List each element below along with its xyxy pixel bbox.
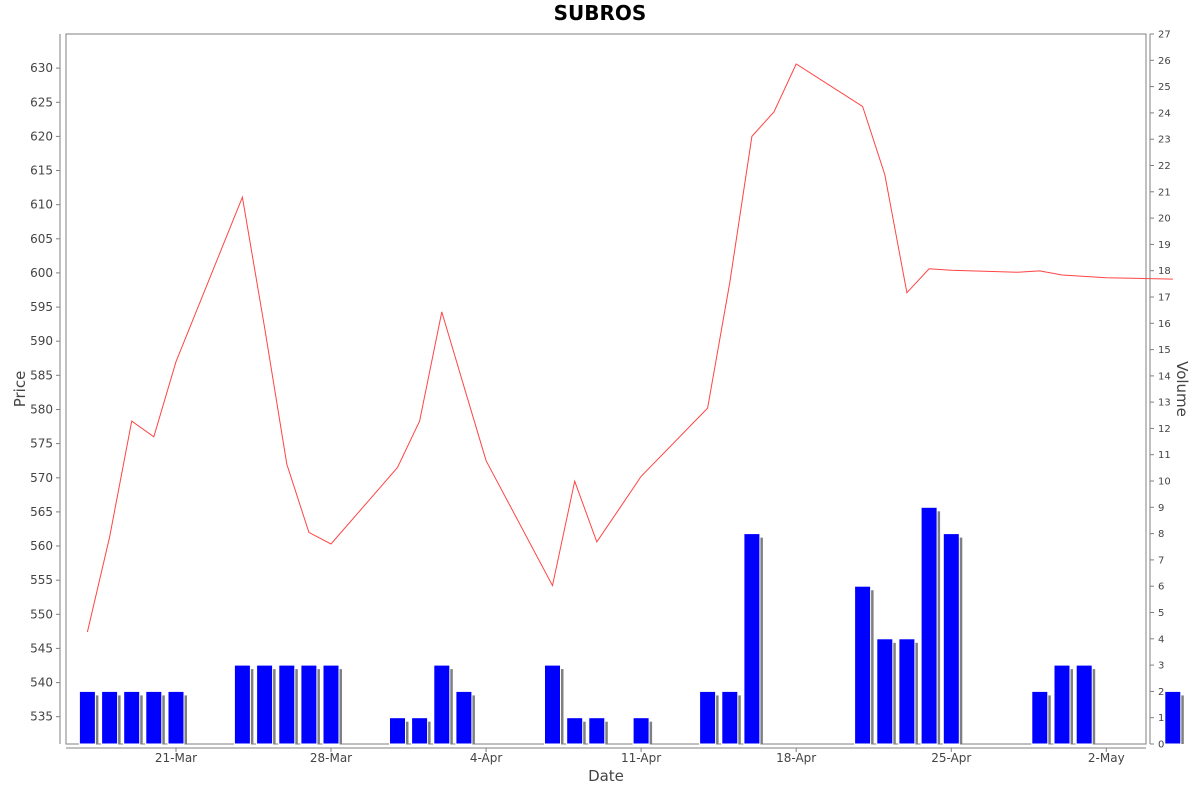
volume-bar <box>743 533 761 745</box>
price-tick-label: 585 <box>30 368 53 382</box>
volume-tick-label: 20 <box>1158 214 1171 225</box>
price-tick-label: 575 <box>30 437 53 451</box>
date-tick-label: 4-Apr <box>470 751 503 765</box>
volume-tick-label: 16 <box>1158 319 1171 330</box>
price-tick-label: 535 <box>30 710 53 724</box>
volume-axis: 0123456789101112131415161718192021222324… <box>1149 30 1171 751</box>
volume-tick-label: 27 <box>1158 30 1171 41</box>
volume-bar <box>721 690 739 745</box>
volume-bar <box>411 717 429 745</box>
volume-tick-label: 14 <box>1158 371 1171 382</box>
price-tick-label: 605 <box>30 232 53 246</box>
volume-bar <box>942 533 960 745</box>
volume-tick-label: 8 <box>1158 529 1164 540</box>
volume-bar <box>920 506 938 745</box>
price-tick-label: 595 <box>30 300 53 314</box>
volume-bar <box>256 664 274 745</box>
volume-tick-label: 7 <box>1158 555 1164 566</box>
date-axis: 21-Mar 28-Mar 4-Apr 11-Apr 18-Apr 25-Apr 2-May <box>66 747 1146 765</box>
volume-bar <box>898 638 916 745</box>
price-tick-label: 545 <box>30 641 53 655</box>
volume-bar <box>632 717 650 745</box>
date-tick-label: 11-Apr <box>621 751 661 765</box>
volume-tick-label: 6 <box>1158 582 1164 593</box>
volume-bar <box>588 717 606 745</box>
price-tick-label: 540 <box>30 676 53 690</box>
y-axis-label: Price <box>11 371 29 408</box>
volume-bar <box>300 664 318 745</box>
price-tick-label: 570 <box>30 471 53 485</box>
price-tick-label: 625 <box>30 95 53 109</box>
volume-bar <box>544 664 561 745</box>
price-tick-label: 590 <box>30 334 53 348</box>
volume-bar <box>566 717 584 745</box>
volume-bar <box>455 690 473 745</box>
volume-tick-label: 17 <box>1158 293 1171 304</box>
volume-tick-label: 25 <box>1158 82 1171 93</box>
volume-tick-label: 22 <box>1158 161 1171 172</box>
volume-tick-label: 10 <box>1158 477 1171 488</box>
date-tick-label: 2-May <box>1088 751 1125 765</box>
volume-tick-label: 1 <box>1158 713 1164 724</box>
volume-bar <box>876 638 894 745</box>
price-line <box>86 63 1173 633</box>
volume-bar <box>167 690 185 745</box>
price-tick-label: 600 <box>30 266 53 280</box>
volume-bar <box>123 690 141 745</box>
volume-tick-label: 0 <box>1158 740 1164 751</box>
price-series <box>86 63 1173 633</box>
price-tick-label: 560 <box>30 539 53 553</box>
price-axis: 535 540 545 550 555 560 565 570 575 580 585 590 595 6… <box>30 34 61 744</box>
price-tick-label: 580 <box>30 403 53 417</box>
volume-bar <box>322 664 340 745</box>
volume-bars <box>78 506 1184 745</box>
volume-tick-label: 11 <box>1158 450 1171 461</box>
volume-tick-label: 19 <box>1158 240 1171 251</box>
volume-bar <box>433 664 451 745</box>
date-tick-label: 25-Apr <box>931 751 971 765</box>
price-tick-label: 610 <box>30 198 53 212</box>
chart-title: SUBROS <box>554 1 647 25</box>
volume-tick-label: 26 <box>1158 56 1171 67</box>
volume-tick-label: 2 <box>1158 687 1164 698</box>
volume-bar <box>854 585 872 745</box>
volume-bar <box>1031 690 1049 745</box>
volume-tick-label: 3 <box>1158 661 1164 672</box>
volume-bar <box>1164 690 1182 745</box>
volume-bar <box>699 690 717 745</box>
volume-bar <box>389 717 406 745</box>
volume-tick-label: 9 <box>1158 503 1164 514</box>
price-tick-label: 565 <box>30 505 53 519</box>
price-tick-label: 630 <box>30 61 53 75</box>
volume-bar <box>1075 664 1093 745</box>
price-tick-label: 615 <box>30 164 53 178</box>
volume-tick-label: 18 <box>1158 266 1171 277</box>
volume-tick-label: 21 <box>1158 187 1171 198</box>
price-tick-label: 555 <box>30 573 53 587</box>
volume-tick-label: 23 <box>1158 135 1171 146</box>
volume-tick-label: 12 <box>1158 424 1171 435</box>
date-tick-label: 21-Mar <box>155 751 197 765</box>
date-tick-label: 18-Apr <box>776 751 816 765</box>
volume-bar <box>1053 664 1071 745</box>
price-tick-label: 550 <box>30 607 53 621</box>
volume-tick-label: 15 <box>1158 345 1171 356</box>
volume-bar <box>278 664 296 745</box>
volume-tick-label: 4 <box>1158 634 1164 645</box>
y2-axis-label: Volume <box>1173 361 1191 417</box>
volume-bar <box>101 690 119 745</box>
volume-tick-label: 13 <box>1158 398 1171 409</box>
volume-bar <box>145 690 163 745</box>
price-tick-label: 620 <box>30 129 53 143</box>
volume-bar <box>233 664 251 745</box>
volume-bar <box>78 690 96 745</box>
x-axis-label: Date <box>588 767 624 785</box>
date-tick-label: 28-Mar <box>310 751 352 765</box>
volume-tick-label: 5 <box>1158 608 1164 619</box>
volume-tick-label: 24 <box>1158 108 1171 119</box>
